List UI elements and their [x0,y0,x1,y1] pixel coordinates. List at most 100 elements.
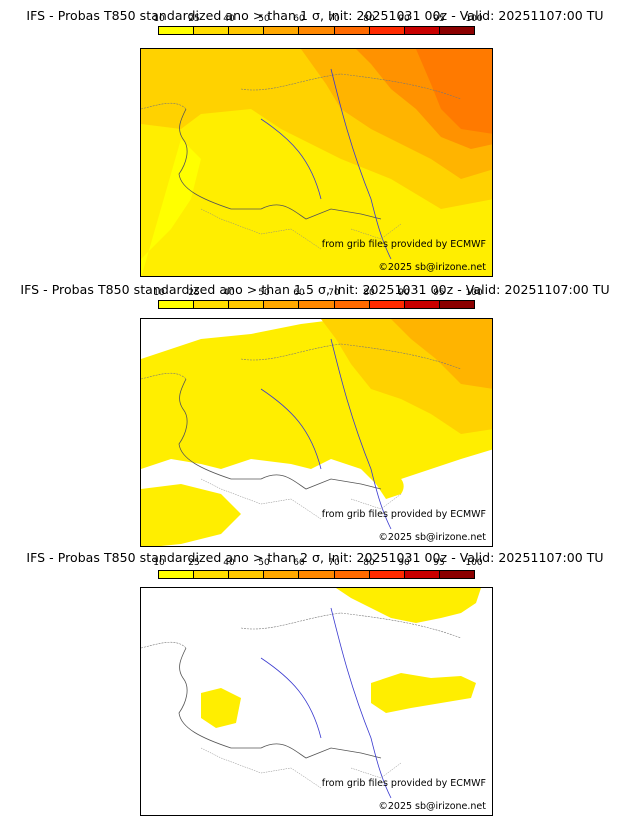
colorbar-tick: 10 [153,288,165,298]
colorbar-swatch [439,571,474,578]
colorbar-swatch [159,571,195,578]
colorbar-swatch [369,27,405,34]
colorbar-swatch [439,27,474,34]
map-panel-2: IFS - Probas T850 standardized ano > tha… [0,276,630,552]
copyright-credit: ©2025 sb@irizone.net [378,262,486,273]
rivers [260,607,392,799]
colorbar [158,300,475,309]
colorbar-tick: 60 [293,558,305,568]
map-svg [141,588,492,815]
colorbar-tick: 25 [188,558,200,568]
source-credit: from grib files provided by ECMWF [321,239,486,250]
colorbar-tick: 80 [363,288,375,298]
colorbar-tick: 10 [153,558,165,568]
probability-map: from grib files provided by ECMWF ©2025 … [140,587,493,816]
colorbar-tick: 50 [258,558,270,568]
colorbar-swatch [229,571,265,578]
map-svg [141,319,492,546]
source-credit: from grib files provided by ECMWF [321,509,486,520]
rivers [260,338,392,530]
colorbar-tick: 60 [293,14,305,24]
colorbar-tick: 10 [153,14,165,24]
colorbar-swatch [159,27,195,34]
colorbar-swatch [439,301,474,308]
prob-field-10b [141,484,241,546]
colorbar-tick: 70 [328,288,340,298]
copyright-credit: ©2025 sb@irizone.net [378,532,486,543]
colorbar-swatch [299,301,335,308]
colorbar [158,26,475,35]
colorbar-tick: 40 [223,558,235,568]
colorbar-swatch [404,301,440,308]
colorbar-swatch [229,301,265,308]
colorbar-labels: 10 25 40 50 60 70 80 90 95 100 [140,558,500,569]
map-panel-3: IFS - Probas T850 standardized ano > tha… [0,550,630,828]
panel-title: IFS - Probas T850 standardized ano > tha… [26,550,604,565]
map-panel-1: IFS - Probas T850 standardized ano > tha… [0,0,630,277]
rivers [260,68,392,260]
colorbar-tick: 100 [465,288,483,298]
colorbar-swatch [404,27,440,34]
ocean-area [141,139,201,276]
prob-field-40 [391,319,492,389]
colorbar-swatch [334,27,370,34]
admin-lines [200,478,402,520]
colorbar-tick: 50 [258,288,270,298]
colorbar-tick: 25 [188,288,200,298]
source-credit: from grib files provided by ECMWF [321,778,486,789]
colorbar-swatch [299,571,335,578]
panel-title: IFS - Probas T850 standardized ano > tha… [20,282,610,297]
colorbar-tick: 70 [328,14,340,24]
colorbar-swatch [229,27,265,34]
coastline [178,108,382,220]
probability-map: from grib files provided by ECMWF ©2025 … [140,48,493,277]
colorbar-labels: 10 25 40 50 60 70 80 90 95 100 [140,14,500,25]
colorbar-tick: 40 [223,288,235,298]
colorbar-tick: 95 [433,14,445,24]
colorbar-swatch [334,571,370,578]
colorbar-tick: 95 [433,558,445,568]
colorbar-tick: 70 [328,558,340,568]
colorbar-tick: 90 [398,14,410,24]
colorbar-swatch [264,27,300,34]
colorbar-tick: 80 [363,558,375,568]
borders [141,612,462,649]
colorbar-swatch [194,571,230,578]
colorbar-tick: 95 [433,288,445,298]
colorbar-tick: 90 [398,288,410,298]
colorbar-swatch [299,27,335,34]
colorbar-tick: 40 [223,14,235,24]
prob-field-10b [371,673,476,713]
prob-field-70 [416,49,492,134]
colorbar [158,570,475,579]
colorbar-swatch [369,301,405,308]
colorbar-tick: 25 [188,14,200,24]
colorbar-tick: 90 [398,558,410,568]
colorbar-tick: 100 [465,558,483,568]
probability-map: from grib files provided by ECMWF ©2025 … [140,318,493,547]
colorbar-tick: 50 [258,14,270,24]
map-svg [141,49,492,276]
admin-lines [200,747,402,789]
panel-title: IFS - Probas T850 standardized ano > tha… [26,8,604,23]
prob-field-10c [201,688,241,728]
colorbar-swatch [194,301,230,308]
copyright-credit: ©2025 sb@irizone.net [378,801,486,812]
colorbar-swatch [369,571,405,578]
coastline [178,647,382,759]
colorbar-swatch [334,301,370,308]
colorbar-swatch [159,301,195,308]
colorbar-tick: 80 [363,14,375,24]
colorbar-tick: 100 [465,14,483,24]
colorbar-tick: 60 [293,288,305,298]
colorbar-swatch [264,301,300,308]
colorbar-swatch [264,571,300,578]
colorbar-labels: 10 25 40 50 60 70 80 90 95 100 [140,288,500,299]
prob-field-10 [336,588,481,623]
colorbar-swatch [404,571,440,578]
prob-field-10c [371,459,404,499]
colorbar-swatch [194,27,230,34]
borders [141,343,462,380]
coastline [178,378,382,490]
admin-lines [200,208,402,250]
